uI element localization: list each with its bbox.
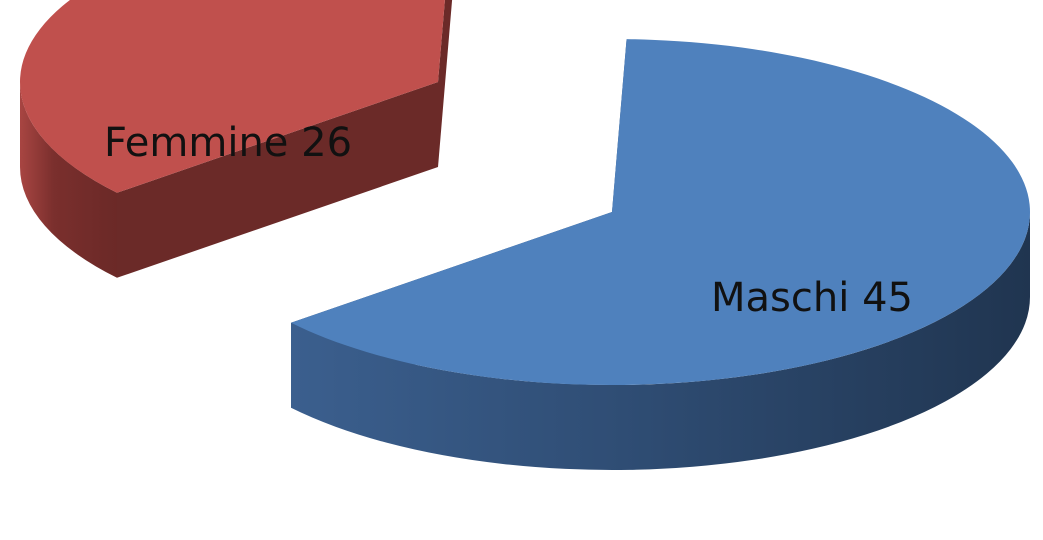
pie-slice-rim [291,212,1031,470]
pie-slice-top [20,0,445,193]
pie-slice-rim [20,82,118,278]
data-label-femmine: Femmine 26 [104,120,352,166]
data-label-maschi: Maschi 45 [711,275,913,321]
pie-slice-side-face [438,0,453,167]
pie-slice-side-face [117,82,439,278]
pie-slice-maschi [291,39,1031,470]
pie-slice-top [291,39,1030,385]
pie-slice-femmine [20,0,453,278]
